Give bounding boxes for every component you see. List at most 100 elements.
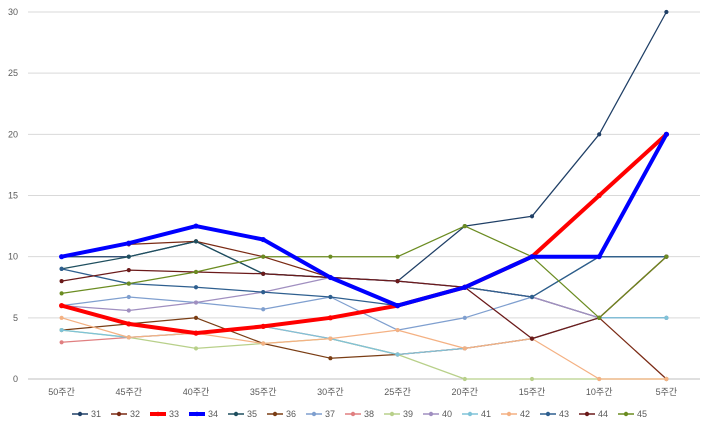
series-line [60,329,668,380]
legend-item: 44 [579,409,608,419]
legend-marker [233,411,239,417]
data-point [59,279,64,284]
data-point [462,376,467,382]
legend-item: 40 [423,409,452,419]
y-tick-label: 0 [13,374,18,384]
data-point [597,132,602,137]
x-tick-label: 40주간 [183,387,210,397]
series-line [60,240,668,298]
data-point [596,254,602,260]
legend-marker [311,411,317,417]
x-tick-label: 30주간 [317,387,344,397]
data-point [395,279,400,284]
legend-marker [584,411,590,417]
legend-label: 43 [559,409,569,419]
legend-item: 35 [228,409,257,419]
series-43 [59,254,669,308]
x-tick-label: 35주간 [250,387,277,397]
data-point [327,274,333,281]
data-point [126,321,132,327]
y-tick-label: 10 [8,252,18,262]
data-point [193,330,199,336]
data-point [395,352,400,357]
legend-label: 32 [130,409,140,419]
x-tick-label: 50주간 [48,387,75,397]
series-45 [59,223,669,320]
data-point [597,376,602,382]
x-tick-label: 45주간 [116,387,143,397]
data-point [529,336,535,341]
data-point [126,294,131,300]
data-point [193,269,199,275]
legend-item: 45 [618,409,647,419]
legend-label: 44 [598,409,608,419]
legend-marker [350,411,356,417]
data-point [261,271,266,276]
legend-item: 42 [501,409,530,419]
data-point [59,327,64,333]
data-point [462,284,468,290]
data-point [260,323,266,329]
data-point [462,315,467,320]
y-tick-label: 30 [8,7,18,17]
data-point [193,239,199,244]
data-point [59,303,65,309]
legend-item: 37 [306,409,335,419]
series-line [59,132,669,336]
data-point [664,376,669,382]
legend-label: 34 [208,409,218,419]
data-point [59,340,64,345]
y-tick-label: 20 [8,129,18,139]
data-point [126,268,131,273]
legend-marker [77,411,83,417]
legend-marker [194,411,200,417]
legend-marker [623,411,629,417]
x-tick-label: 5주간 [656,387,678,397]
legend: 31 32 33 34 35 36 37 38 39 40 41 42 43 44 45 [72,409,647,419]
data-point [395,254,400,259]
data-point [59,315,64,320]
data-point [193,285,199,290]
data-point [529,294,535,300]
legend-item: 36 [267,409,296,419]
y-tick-label: 5 [13,313,18,323]
x-tick-label: 25주간 [384,387,411,397]
series-33 [59,131,670,336]
data-point [462,223,467,229]
series-lines [59,9,670,382]
legend-label: 40 [442,409,452,419]
legend-label: 41 [481,409,491,419]
legend-item: 41 [462,409,491,419]
legend-label: 38 [364,409,374,419]
legend-label: 36 [286,409,296,419]
series-line [60,225,668,319]
data-point [193,223,199,229]
data-point [328,294,333,300]
data-point [59,266,64,271]
data-point [529,214,535,219]
series-34 [59,131,670,309]
legend-item: 39 [384,409,413,419]
data-point [59,254,65,260]
legend-marker [272,411,278,417]
series-line [60,256,668,340]
data-point [126,254,131,259]
legend-label: 42 [520,409,530,419]
legend-marker [428,411,434,417]
data-point [328,336,333,341]
series-31 [59,9,669,284]
legend-marker [389,411,395,417]
x-tick-label: 10주간 [586,387,613,397]
data-point [126,335,131,340]
series-line [60,256,668,307]
data-point [597,315,602,320]
legend-label: 33 [169,409,179,419]
data-point [261,254,266,259]
data-point [395,327,400,333]
data-point [59,291,64,296]
legend-item: 34 [189,409,218,419]
data-point [328,356,333,361]
data-point [328,254,333,259]
